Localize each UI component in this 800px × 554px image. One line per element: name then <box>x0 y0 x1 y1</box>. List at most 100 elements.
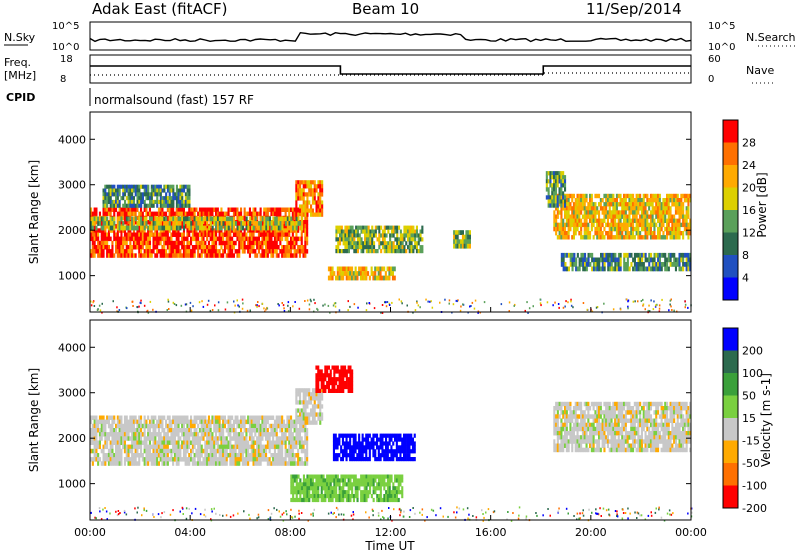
power-cell <box>91 240 94 246</box>
velocity-cell <box>259 440 262 445</box>
power-cell <box>384 271 387 276</box>
power-cell <box>254 236 257 242</box>
velocity-cell <box>297 453 300 458</box>
power-cell <box>181 236 184 242</box>
power-cell <box>256 245 259 250</box>
power-cell <box>118 225 121 231</box>
velocity-cell <box>229 419 232 425</box>
velocity-cell <box>165 461 168 466</box>
velocity-cell <box>125 428 128 433</box>
power-cell <box>161 211 164 217</box>
power-cell <box>453 243 456 249</box>
velocity-cell <box>97 423 100 429</box>
power-cell <box>299 225 302 231</box>
power-cell <box>93 253 96 258</box>
velocity-cell <box>229 461 232 466</box>
power-cell <box>174 196 177 201</box>
velocity-cell <box>106 453 109 458</box>
power-cell <box>140 232 143 237</box>
power-cell <box>390 245 393 250</box>
power-cell <box>93 245 96 250</box>
velocity-cell <box>198 428 201 433</box>
velocity-cell <box>143 444 146 450</box>
power-cell <box>259 216 262 222</box>
power-cell <box>181 188 184 193</box>
velocity-cell <box>310 392 313 397</box>
power-cell <box>197 216 200 222</box>
power-cell <box>290 216 293 222</box>
velocity-cell <box>295 428 298 433</box>
power-noise <box>386 301 389 303</box>
velocity-cell <box>118 423 121 429</box>
power-cell <box>275 211 278 217</box>
power-cell <box>671 214 674 219</box>
power-cell <box>270 245 273 250</box>
power-cell <box>190 253 193 258</box>
power-cell <box>580 252 583 258</box>
power-cell <box>340 233 343 238</box>
power-cell <box>268 245 271 250</box>
power-cell <box>254 211 257 217</box>
power-cell <box>188 192 191 197</box>
velocity-cell <box>248 428 251 433</box>
power-cell <box>143 216 146 222</box>
power-cell <box>666 266 669 272</box>
power-cell <box>355 245 358 250</box>
power-cell <box>392 225 395 230</box>
power-cell <box>673 214 676 219</box>
power-cell <box>98 216 101 222</box>
power-cell <box>143 232 146 237</box>
nave-label: Nave <box>746 64 774 77</box>
power-cell <box>360 229 363 234</box>
velocity-cell <box>282 419 285 425</box>
power-cell <box>554 183 557 188</box>
power-cell <box>608 252 611 258</box>
velocity-cell <box>152 423 155 429</box>
power-cell <box>603 226 606 232</box>
power-cell <box>558 222 561 228</box>
power-cell <box>124 225 127 231</box>
power-cell <box>156 203 159 208</box>
power-cell <box>193 216 196 222</box>
power-cell <box>628 202 631 207</box>
velocity-cell <box>141 432 144 437</box>
power-cell <box>564 199 567 204</box>
velocity-cell <box>186 415 189 420</box>
power-cell <box>553 199 556 204</box>
power-cell <box>573 257 576 263</box>
velocity-cell <box>177 444 180 450</box>
power-cell <box>104 211 107 217</box>
power-cell <box>578 206 581 211</box>
power-cell <box>633 218 636 223</box>
power-cell <box>603 214 606 219</box>
power-cell <box>349 271 352 276</box>
power-cell <box>562 218 565 223</box>
velocity-cell <box>290 436 293 441</box>
power-cell <box>218 228 221 233</box>
power-cell <box>403 225 406 230</box>
velocity-cell <box>123 423 126 429</box>
velocity-cell <box>166 415 169 420</box>
power-cell <box>414 229 417 234</box>
power-cell <box>569 206 572 211</box>
velocity-cell <box>272 444 275 450</box>
velocity-cell <box>338 453 341 458</box>
velocity-cell <box>354 437 357 442</box>
power-cell <box>97 240 100 246</box>
power-cell <box>657 257 660 263</box>
power-cell <box>104 216 107 222</box>
velocity-cell <box>350 433 353 438</box>
power-noise <box>570 300 572 303</box>
power-cell <box>664 214 667 219</box>
velocity-cell <box>306 388 309 393</box>
velocity-cell <box>102 461 105 466</box>
power-cell <box>405 225 408 230</box>
power-cell <box>215 236 218 242</box>
power-cell <box>671 262 674 267</box>
power-cell <box>122 192 125 197</box>
power-cell <box>268 240 271 246</box>
power-cell <box>317 208 320 213</box>
power-cell <box>556 235 559 240</box>
power-cell <box>468 239 471 245</box>
velocity-cell <box>232 457 235 462</box>
